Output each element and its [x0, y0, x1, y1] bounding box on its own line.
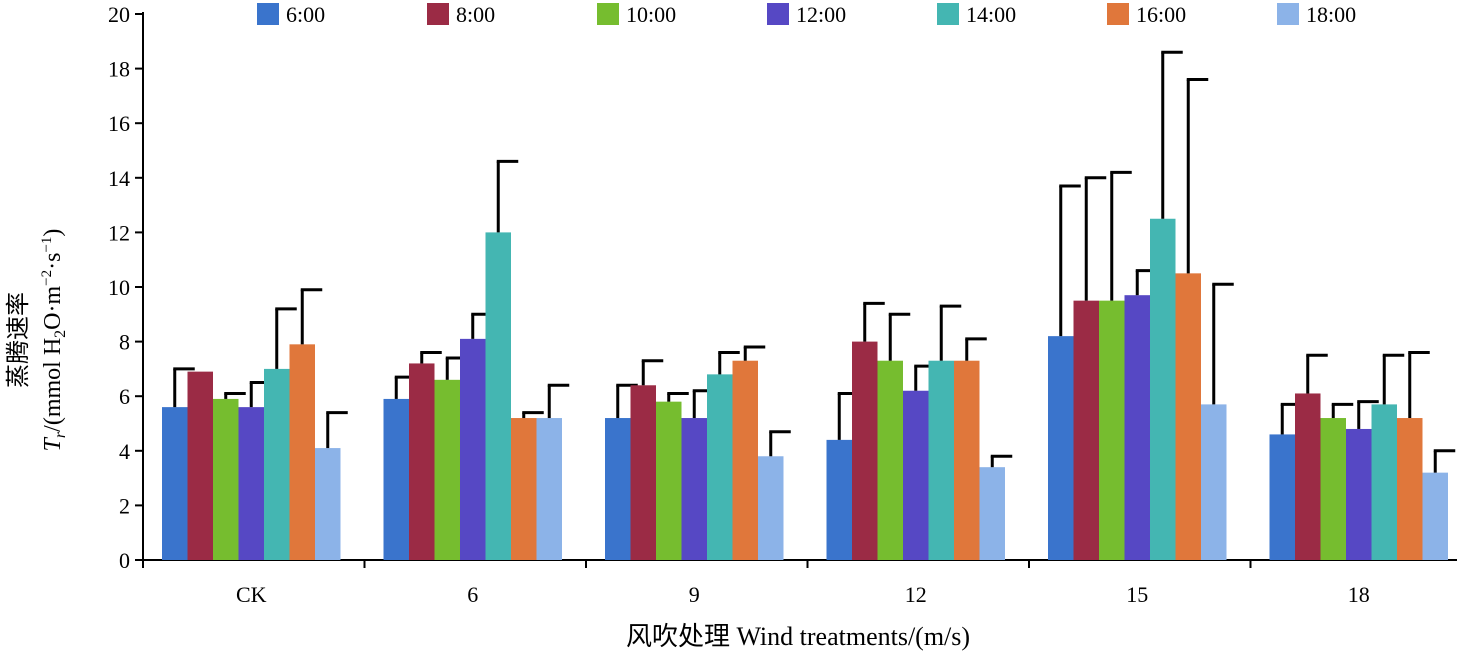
x-tick-label: 12: [905, 582, 927, 607]
y-tick-label: 18: [108, 57, 130, 82]
x-tick-label: 9: [689, 582, 700, 607]
bar: [656, 401, 682, 560]
y-tick-label: 4: [119, 439, 130, 464]
bar: [630, 385, 656, 560]
legend-label: 14:00: [966, 2, 1016, 27]
bar: [928, 360, 954, 560]
bar: [536, 418, 562, 560]
legend-swatch: [767, 3, 789, 25]
bar: [238, 407, 264, 560]
bar: [1175, 273, 1201, 560]
x-tick-label: 15: [1126, 582, 1148, 607]
bar: [707, 374, 733, 560]
x-tick-label: 6: [467, 582, 478, 607]
bar: [1269, 434, 1295, 560]
bar: [1371, 404, 1397, 560]
bar: [1099, 300, 1125, 560]
bar: [732, 360, 758, 560]
plot-area: 0 2 4 6 8 10 12 14 16 18 20 CK 6 9 12 15 18 6:00 8:00 10:00…: [108, 2, 1457, 607]
bar: [1201, 404, 1227, 560]
y-tick-label: 8: [119, 330, 130, 355]
y-tick-label: 10: [108, 275, 130, 300]
legend-swatch: [257, 3, 279, 25]
y-tick-label: 16: [108, 111, 130, 136]
bar: [826, 439, 852, 560]
x-tick-label: 18: [1348, 582, 1370, 607]
bar: [187, 371, 213, 560]
bar: [979, 467, 1005, 560]
bar: [877, 360, 903, 560]
y-axis-title-unit: Tr/(mmol H2O·m−2·s−1): [39, 229, 69, 452]
y-tick-label: 12: [108, 220, 130, 245]
bar: [605, 418, 631, 560]
y-axis-title: 蒸腾速率 Tr/(mmol H2O·m−2·s−1): [5, 229, 69, 452]
bar: [460, 338, 486, 560]
bar: [315, 448, 341, 560]
legend-swatch: [427, 3, 449, 25]
bar: [434, 379, 460, 560]
bar: [903, 390, 929, 560]
legend-swatch: [1107, 3, 1129, 25]
y-tick-label: 6: [119, 384, 130, 409]
x-axis-title: 风吹处理 Wind treatments/(m/s): [626, 622, 970, 651]
bar: [409, 363, 435, 560]
legend-label: 12:00: [796, 2, 846, 27]
y-tick-label: 14: [108, 166, 130, 191]
bar: [511, 418, 537, 560]
bar: [213, 398, 239, 560]
bar: [1346, 428, 1372, 560]
legend-label: 6:00: [286, 2, 325, 27]
legend-label: 16:00: [1136, 2, 1186, 27]
bar: [954, 360, 980, 560]
bar: [1124, 295, 1150, 560]
bar: [758, 456, 784, 560]
bar: [485, 232, 511, 560]
bar: [1422, 472, 1448, 560]
bar: [852, 341, 878, 560]
y-tick-label: 20: [108, 2, 130, 27]
bar: [289, 344, 315, 560]
bar: [1048, 336, 1074, 560]
legend-label: 8:00: [456, 2, 495, 27]
legend-swatch: [597, 3, 619, 25]
legend-label: 10:00: [626, 2, 676, 27]
bar: [264, 368, 290, 560]
bar: [1320, 418, 1346, 560]
bar: [1295, 393, 1321, 560]
bar: [1073, 300, 1099, 560]
bar: [1397, 418, 1423, 560]
bar: [162, 407, 188, 560]
bar: [681, 418, 707, 560]
bar: [383, 398, 409, 560]
legend-swatch: [1277, 3, 1299, 25]
y-tick-label: 0: [119, 548, 130, 573]
y-tick-label: 2: [119, 493, 130, 518]
bar: [1150, 218, 1176, 560]
x-tick-label: CK: [236, 582, 267, 607]
y-axis-title-chinese: 蒸腾速率: [5, 292, 32, 388]
legend-label: 18:00: [1306, 2, 1356, 27]
legend-swatch: [937, 3, 959, 25]
